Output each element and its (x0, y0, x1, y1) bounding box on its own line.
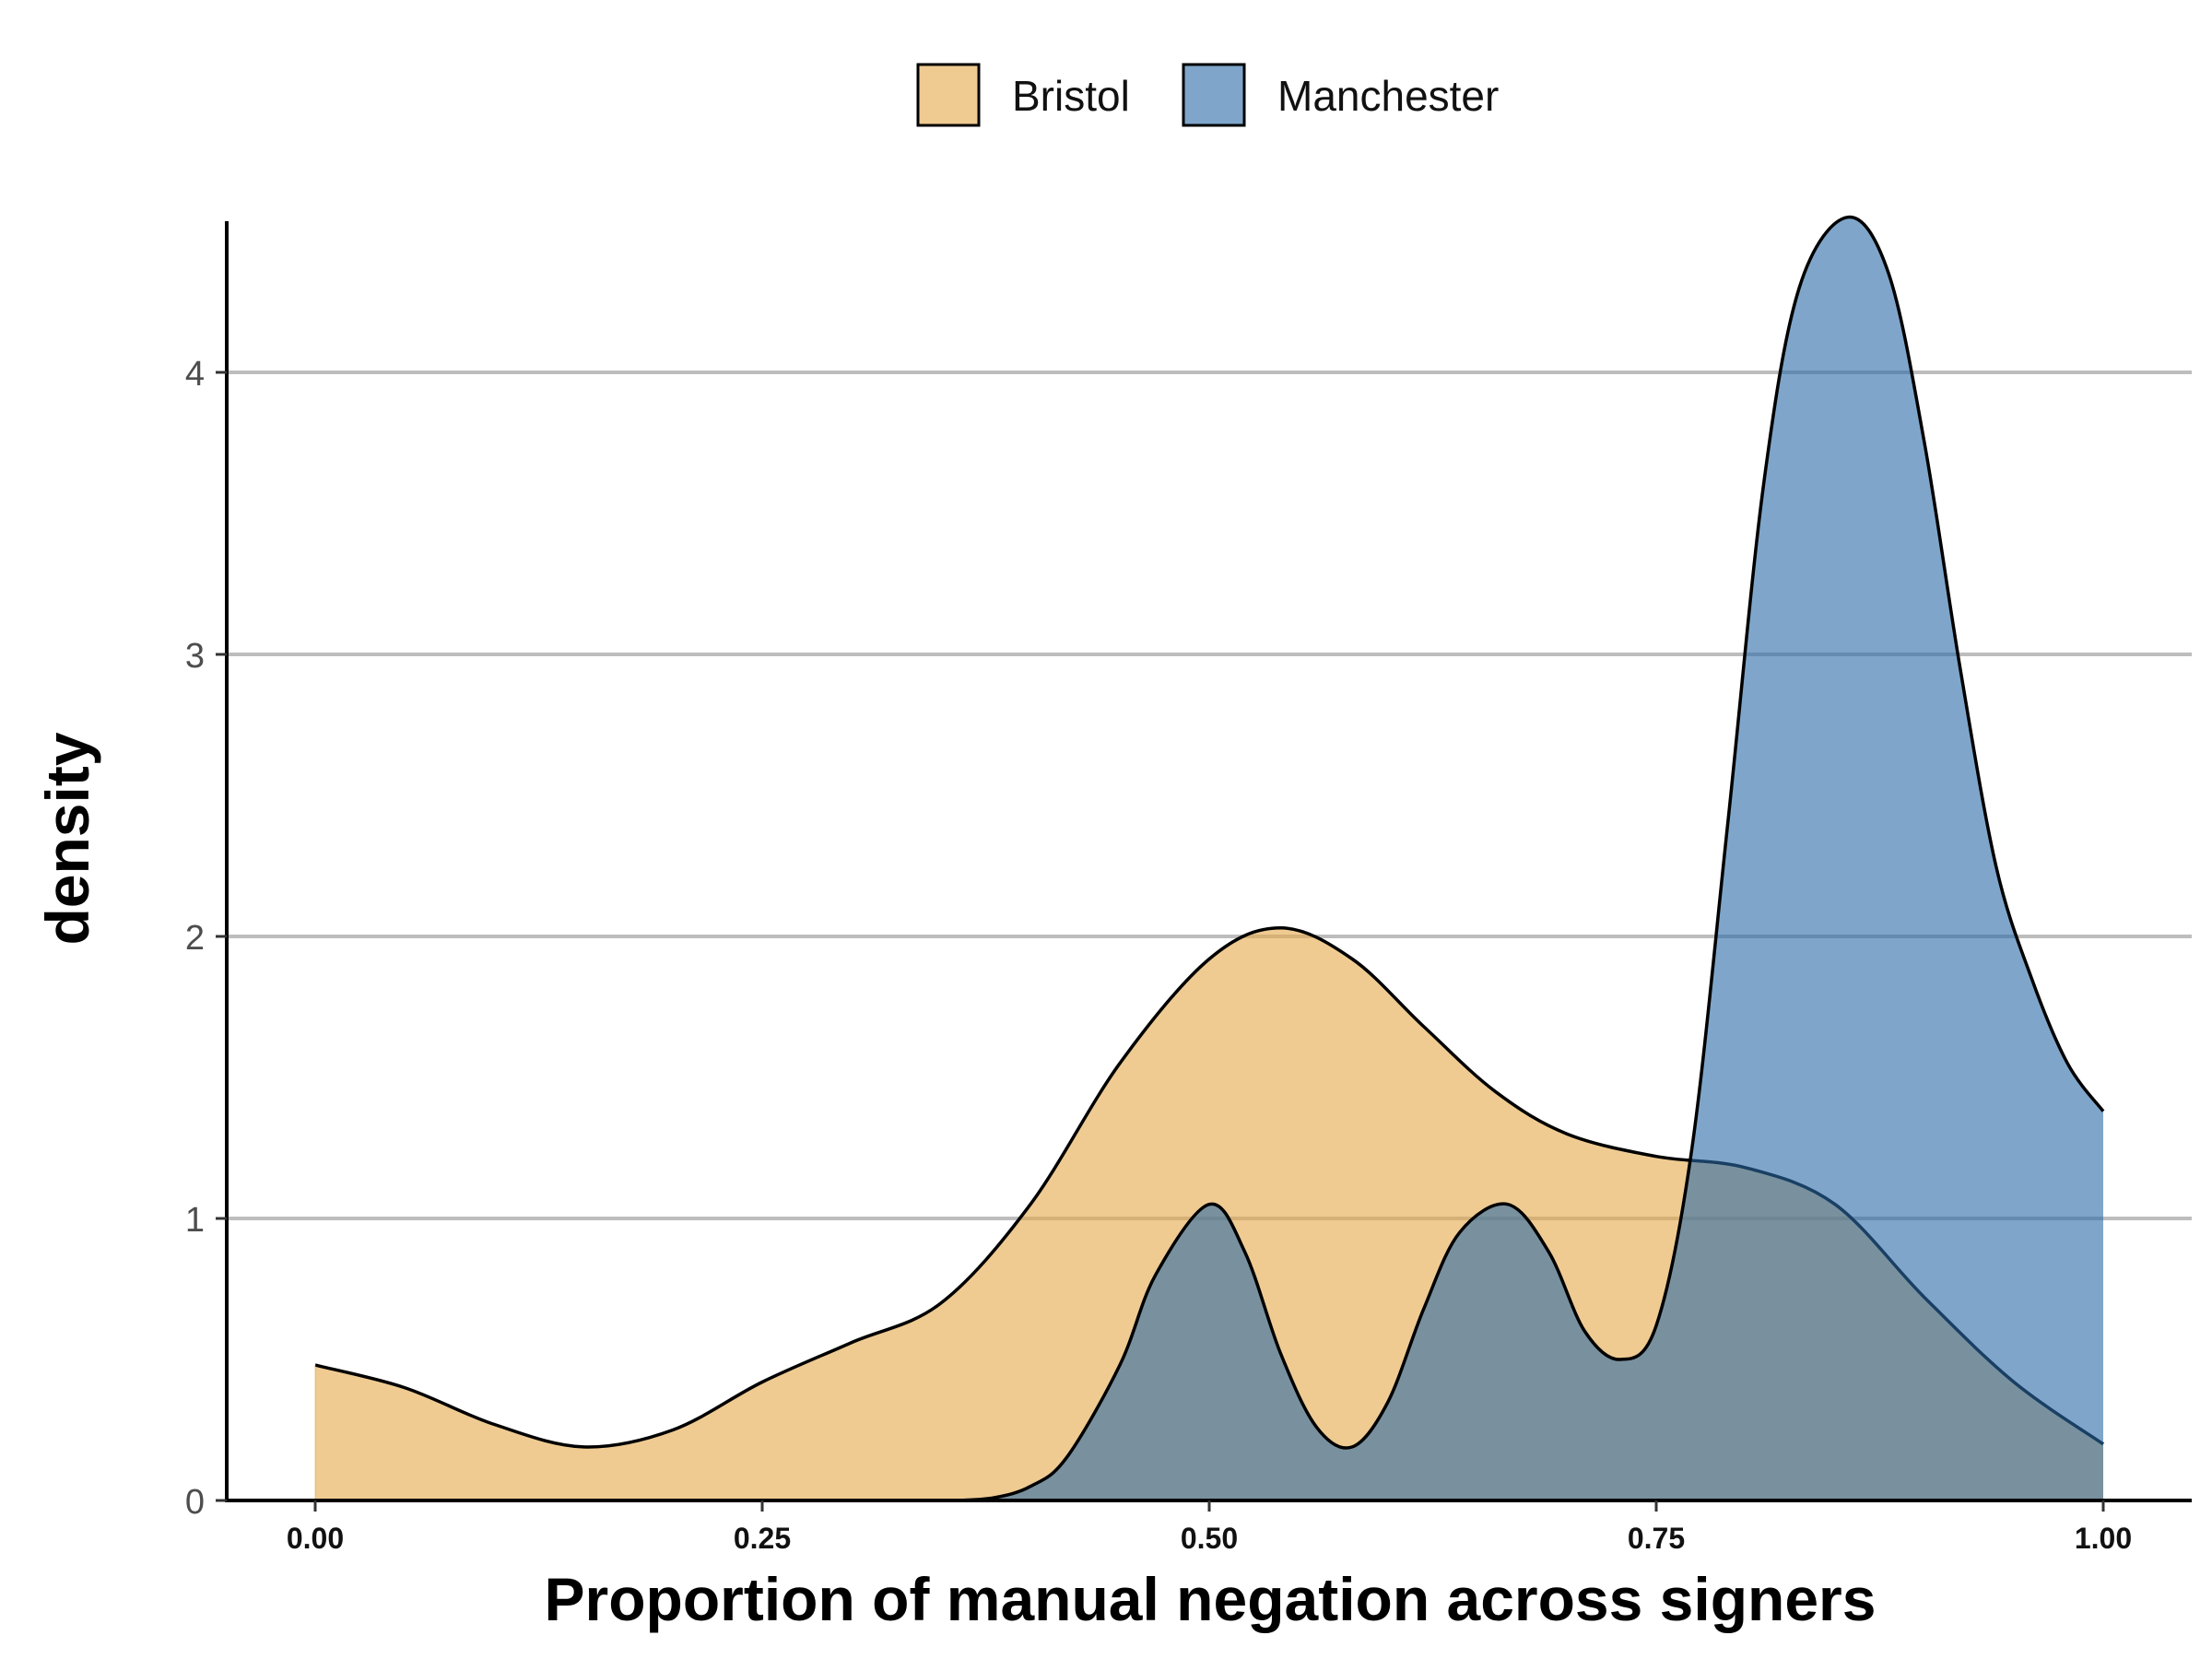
manchester-density-area (959, 217, 2103, 1501)
y-axis-title: density (33, 732, 101, 945)
x-tick-label: 0.00 (287, 1522, 344, 1555)
legend-label-bristol: Bristol (1012, 72, 1130, 120)
manchester-density-outline (959, 215, 2105, 1502)
y-tick-label: 4 (185, 355, 205, 394)
legend-label-manchester: Manchester (1277, 72, 1499, 120)
legend: Bristol Manchester (916, 63, 1499, 127)
ticks: 0 1 2 3 4 0.00 0.25 0.50 0.75 1.00 (185, 355, 2132, 1555)
y-tick-label: 0 (185, 1483, 205, 1522)
legend-swatch-bristol (916, 63, 981, 127)
x-tick-label: 0.50 (1181, 1522, 1238, 1555)
x-axis-title: Proportion of manual negation across sig… (545, 1565, 1877, 1633)
x-tick-label: 0.75 (1628, 1522, 1685, 1555)
x-tick-label: 0.25 (734, 1522, 791, 1555)
y-tick-label: 2 (185, 919, 205, 958)
series-layer (314, 215, 2105, 1502)
y-tick-label: 3 (185, 637, 205, 676)
y-tick-label: 1 (185, 1201, 205, 1240)
legend-swatch-manchester (1182, 63, 1246, 127)
x-tick-label: 1.00 (2075, 1522, 2132, 1555)
